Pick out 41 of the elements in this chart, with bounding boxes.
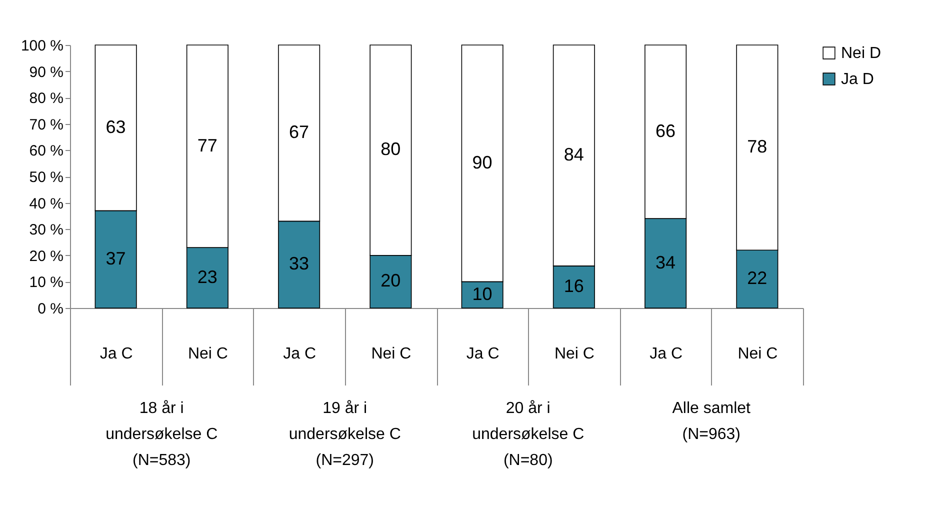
data-label: 66 (656, 120, 676, 141)
legend-label: Nei D (841, 45, 882, 62)
y-tick-label: 70 % (29, 116, 64, 134)
data-label: 84 (564, 144, 584, 164)
y-tick-label: 80 % (29, 90, 64, 108)
x-tick-label: Ja C (283, 346, 316, 362)
text: 19 år i undersøkelse C (N=297) (288, 400, 401, 469)
text: 20 år i undersøkelse C (N=80) (472, 400, 584, 469)
x-tick-label: Nei C (188, 346, 228, 362)
data-label: 63 (106, 116, 126, 137)
data-label: 78 (747, 136, 768, 157)
data-label: 20 (380, 270, 401, 291)
y-tick-label: 90 % (29, 64, 64, 81)
data-label: 33 (289, 254, 310, 274)
x-tick-label: Nei C (554, 346, 594, 362)
x-tick-label: Nei C (371, 346, 412, 362)
x-tick-label: Ja C (466, 346, 500, 362)
x-tick-label: Ja C (100, 346, 133, 362)
legend-label: Ja D (841, 71, 874, 88)
data-label: 37 (106, 248, 126, 268)
x-tick-label: Nei C (738, 346, 778, 362)
data-label: 34 (656, 252, 676, 272)
text: Alle samlet (N=963) (672, 400, 752, 443)
data-label: 22 (747, 268, 768, 288)
data-label: 77 (197, 135, 218, 156)
y-tick-label: 50 % (29, 169, 64, 186)
data-label: 90 (472, 152, 492, 172)
data-label: 23 (197, 266, 218, 287)
y-tick-label: 30 % (29, 222, 64, 239)
data-label: 10 (472, 284, 492, 304)
y-tick-label: 40 % (29, 195, 64, 212)
data-label: 80 (380, 139, 401, 160)
data-label: 16 (564, 276, 584, 296)
data-label: 67 (289, 122, 310, 142)
y-tick-label: 10 % (29, 274, 64, 292)
y-tick-label: 0 % (38, 300, 64, 318)
x-tick-label: Ja C (650, 346, 683, 362)
y-tick-label: 60 % (29, 142, 64, 160)
y-tick-label: 20 % (29, 248, 64, 265)
y-tick-label: 100 % (20, 38, 64, 54)
text: 18 år i undersøkelse C (N=583) (106, 400, 218, 469)
